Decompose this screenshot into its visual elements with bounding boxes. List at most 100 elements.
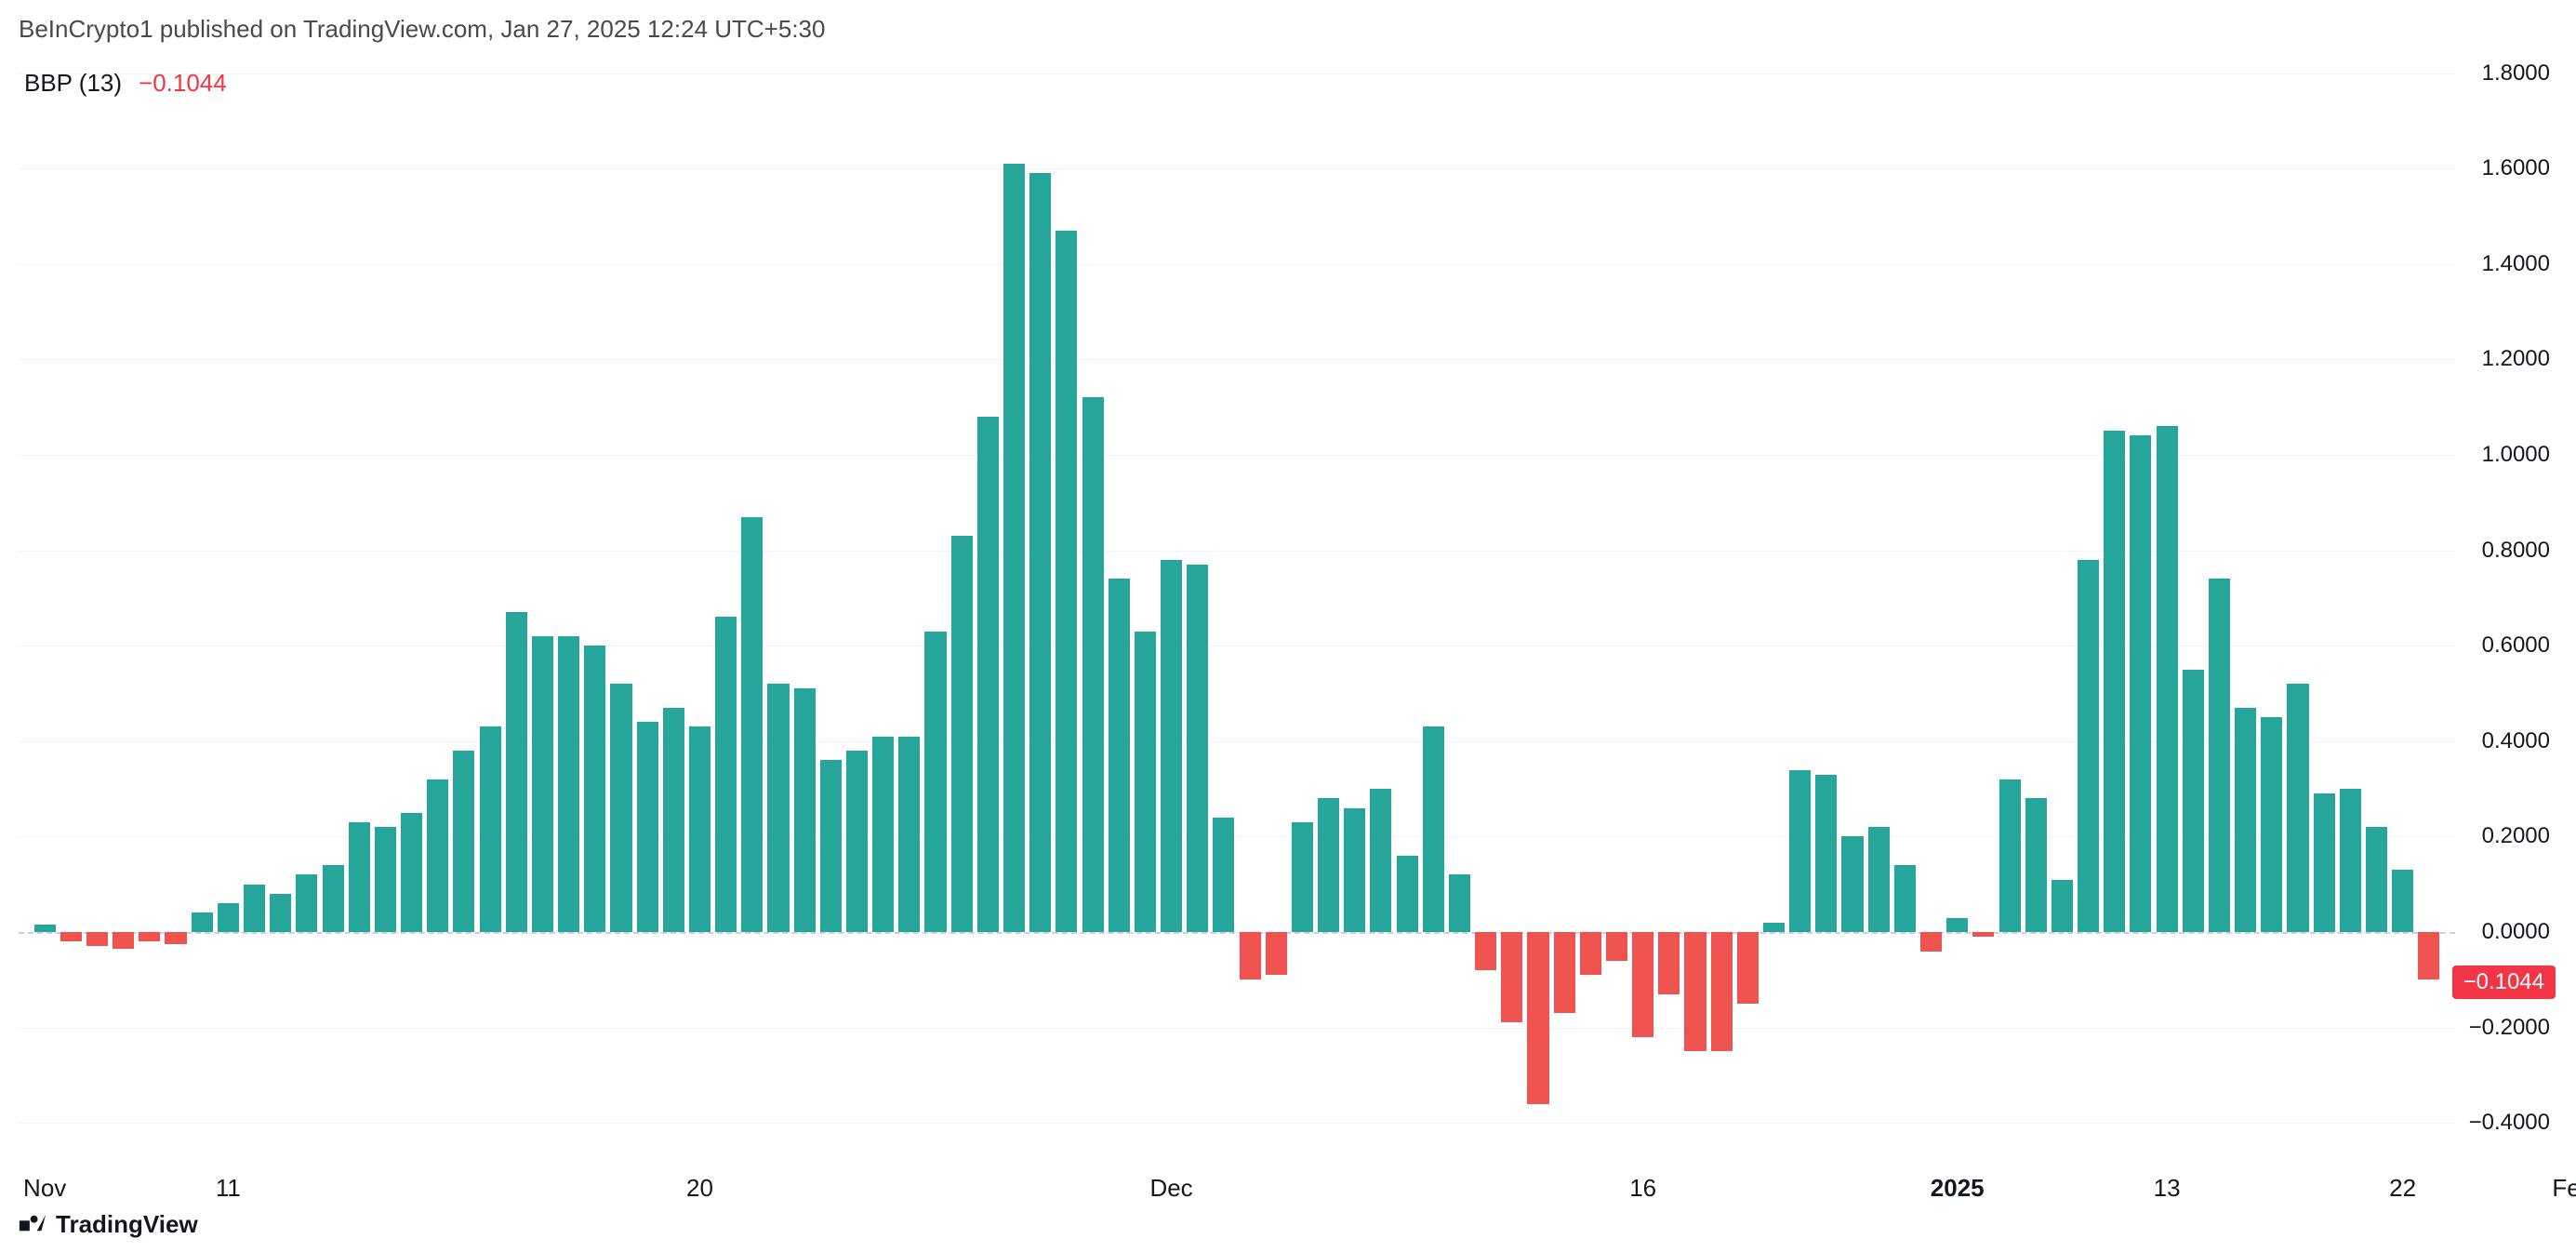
y-tick-label: 0.2000 [2482,823,2550,849]
bar [610,684,631,932]
bar [1240,932,1261,979]
bar [2209,579,2230,932]
bar [2183,670,2204,932]
bar [2235,708,2256,932]
bar [2052,880,2073,932]
bar [2340,789,2361,932]
bar [139,932,160,941]
y-tick-label: −0.2000 [2469,1015,2550,1041]
bar [1684,932,1706,1051]
bar [1056,231,1077,932]
y-tick-label: 0.4000 [2482,728,2550,754]
bar [270,894,291,932]
bar [637,722,658,932]
gridline [19,551,2455,552]
y-tick-label: −0.4000 [2469,1110,2550,1136]
bar [1213,818,1234,932]
indicator-value: −0.1044 [139,69,227,98]
bar [1999,779,2021,932]
bar [977,417,999,932]
bar [296,874,317,932]
bar [480,726,501,932]
bar [1580,932,1601,975]
bar [349,822,370,932]
gridline [19,359,2455,360]
x-tick-label: 16 [1629,1174,1656,1203]
y-tick-label: 0.0000 [2482,919,2550,945]
bar [1003,164,1025,932]
bar [375,827,396,932]
x-tick-label: 20 [686,1174,713,1203]
y-axis-current-badge: −0.1044 [2452,966,2556,999]
bar [898,737,920,932]
bar [1554,932,1575,1013]
y-tick-label: 0.6000 [2482,633,2550,659]
attribution-text: BeInCrypto1 published on TradingView.com… [19,15,825,44]
tradingview-icon [19,1215,46,1235]
tradingview-logo[interactable]: TradingView [19,1210,198,1239]
bar [323,865,344,932]
bar [506,612,527,932]
x-tick-label: 22 [2389,1174,2416,1203]
y-tick-label: 1.8000 [2482,60,2550,87]
bar [1109,579,1130,932]
bar [1187,565,1208,932]
zero-line [19,932,2455,934]
bar [2314,793,2335,932]
bar [192,912,213,932]
bar [1632,932,1653,1037]
x-tick-label: Nov [23,1174,66,1203]
x-tick-label: 13 [2154,1174,2181,1203]
bar [60,932,82,941]
gridline [19,168,2455,169]
indicator-legend[interactable]: BBP (13) −0.1044 [24,69,227,98]
bar [1266,932,1287,975]
bar [558,636,579,932]
bar [2025,798,2047,932]
x-tick-label: Feb [2552,1174,2576,1203]
gridline [19,1123,2455,1124]
bar [1894,865,1916,932]
y-tick-label: 1.2000 [2482,346,2550,372]
bar [1318,798,1339,932]
bar [244,885,265,932]
bar [1841,836,1863,932]
bar [584,646,605,932]
chart-plot-area[interactable] [19,54,2455,1152]
bar [1423,726,1444,932]
bar [1815,775,1837,932]
bar [741,517,763,932]
bar [165,932,186,944]
bar [532,636,553,932]
bar [1868,827,1890,932]
bar [2418,932,2439,979]
indicator-name: BBP (13) [24,69,122,98]
bar [1789,770,1811,932]
bar [2287,684,2308,932]
bar [1161,560,1182,932]
bar [2130,435,2151,932]
bar [689,726,710,932]
bar [2261,717,2282,932]
bar [1397,856,1418,932]
bar [1082,397,1104,932]
bar [2078,560,2099,932]
bar [1475,932,1496,970]
bar [1737,932,1759,1004]
y-tick-label: 0.8000 [2482,538,2550,564]
bar [113,932,134,949]
bar [1527,932,1548,1104]
tradingview-label: TradingView [56,1210,198,1239]
bar [2366,827,2387,932]
bar [1658,932,1680,994]
bar [34,925,56,932]
bar [846,751,868,932]
bar [1763,923,1785,932]
bar [820,760,842,932]
y-axis: 1.80001.60001.40001.20001.00000.80000.60… [2457,54,2550,1152]
gridline [19,73,2455,74]
bar [1135,632,1156,932]
bar [715,617,737,932]
bar [401,813,422,932]
bar [951,536,973,932]
